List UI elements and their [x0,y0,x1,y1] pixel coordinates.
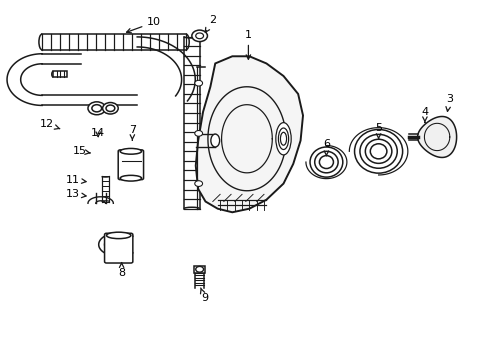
Ellipse shape [106,232,131,239]
Circle shape [102,103,118,114]
Polygon shape [417,117,456,157]
Text: 10: 10 [126,17,161,33]
Ellipse shape [120,175,142,181]
Bar [194,266,204,273]
Ellipse shape [278,128,288,149]
Ellipse shape [309,147,342,177]
Ellipse shape [365,139,391,163]
Circle shape [191,30,207,41]
Text: 13: 13 [66,189,86,199]
Polygon shape [195,56,303,212]
Text: 6: 6 [322,139,329,156]
Ellipse shape [275,123,290,155]
Ellipse shape [369,144,386,159]
Circle shape [106,105,115,112]
Text: 2: 2 [205,15,216,32]
Text: 5: 5 [374,123,381,139]
Ellipse shape [120,148,142,154]
FancyBboxPatch shape [104,233,133,263]
Ellipse shape [280,132,286,145]
Text: 15: 15 [73,146,90,156]
Text: 7: 7 [128,125,136,140]
Circle shape [88,102,105,115]
Ellipse shape [210,134,219,147]
Ellipse shape [319,156,333,168]
Ellipse shape [314,151,337,173]
Text: 1: 1 [244,30,251,59]
Circle shape [195,266,203,272]
Bar [53,71,67,77]
Text: 9: 9 [200,288,208,303]
Text: 3: 3 [445,94,452,111]
Text: 8: 8 [118,262,125,278]
Circle shape [194,131,202,136]
Circle shape [92,105,102,112]
FancyBboxPatch shape [118,150,143,180]
Circle shape [195,33,203,39]
Text: 4: 4 [421,107,427,122]
Text: 11: 11 [66,175,86,185]
Circle shape [194,80,202,86]
Text: 12: 12 [40,120,60,129]
Circle shape [194,181,202,186]
Text: 14: 14 [91,129,105,138]
Ellipse shape [354,130,402,173]
Ellipse shape [359,134,396,168]
